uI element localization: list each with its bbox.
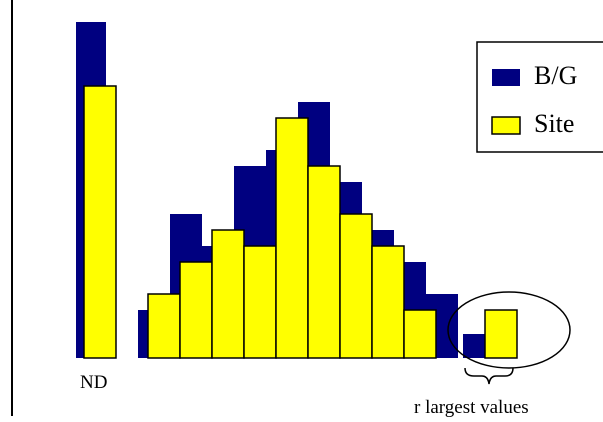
bar-site-10 [484, 309, 518, 359]
bar-site-7 [339, 213, 373, 359]
bar-site-2 [179, 261, 213, 359]
tail-brace [464, 367, 514, 385]
tail-highlight-ellipse [447, 291, 571, 369]
bar-site-6 [307, 165, 341, 359]
legend-label-site: Site [534, 109, 574, 138]
bar-site-4 [243, 245, 277, 359]
legend-label-bg: B/G [534, 61, 577, 90]
bar-site-8 [371, 245, 405, 359]
bar-site-1 [147, 293, 181, 359]
legend: B/G Site [476, 41, 603, 153]
bar-site-5 [275, 117, 309, 359]
legend-swatch-site [491, 116, 521, 135]
tail-label: r largest values [414, 397, 529, 418]
bar-bg-11 [463, 334, 485, 358]
nd-label: ND [80, 372, 107, 393]
legend-swatch-bg [492, 69, 520, 86]
bar-site-0 [83, 85, 117, 359]
bar-site-9 [403, 309, 437, 359]
bar-site-3 [211, 229, 245, 359]
site-bars [83, 85, 518, 359]
